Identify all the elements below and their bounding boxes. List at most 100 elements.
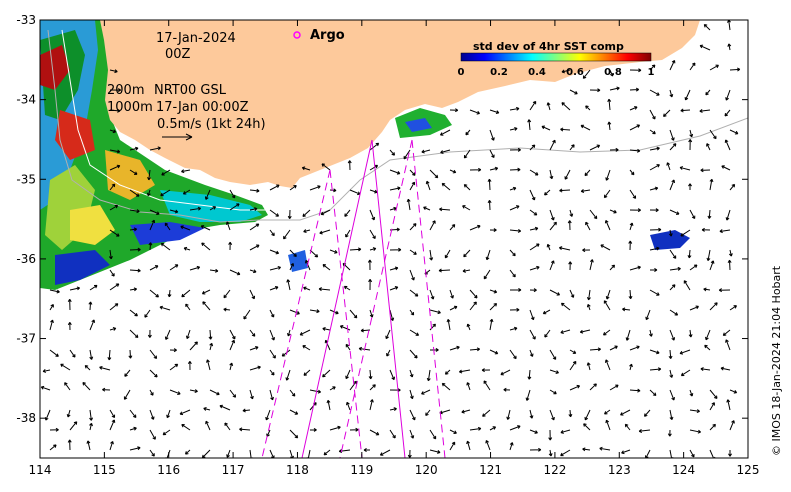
current-vector-arrow (485, 440, 491, 451)
scale-arrow (162, 133, 193, 141)
current-vector-arrow (161, 169, 171, 176)
current-vector-arrow (49, 444, 57, 451)
current-vector-arrow (529, 409, 534, 419)
current-vector-arrow (669, 409, 674, 421)
current-vector-arrow (725, 209, 731, 221)
current-vector-arrow (509, 147, 521, 152)
current-vector-arrow (583, 423, 591, 431)
current-vector-arrow (289, 409, 299, 415)
current-vector-arrow (466, 382, 471, 391)
current-vector-arrow (605, 169, 611, 181)
current-vector-arrow (689, 62, 696, 71)
current-vector-arrow (689, 305, 699, 311)
current-vector-arrow (709, 178, 714, 191)
current-vector-arrow (546, 243, 551, 251)
current-vector-arrow (389, 266, 399, 271)
current-vector-arrow (223, 307, 231, 312)
current-vector-arrow (89, 319, 96, 331)
current-vector-arrow (146, 189, 151, 197)
current-vector-arrow (129, 209, 140, 214)
current-vector-arrow (629, 222, 634, 231)
current-vector-arrow (621, 449, 631, 455)
current-vector-arrow (529, 100, 537, 111)
current-vector-arrow (421, 149, 431, 154)
current-vector-arrow (429, 323, 436, 331)
current-vector-arrow (509, 106, 520, 111)
current-vector-arrow (729, 305, 737, 311)
current-vector-arrow (180, 225, 191, 231)
current-vector-arrow (669, 284, 676, 291)
current-vector-arrow (129, 247, 141, 252)
current-vector-arrow (326, 399, 331, 411)
current-vector-arrow (549, 260, 555, 271)
current-vector-arrow (249, 365, 261, 371)
current-vector-arrow (409, 289, 419, 297)
current-vector-arrow (679, 166, 691, 171)
current-vector-arrow (688, 329, 693, 338)
current-vector-arrow (283, 229, 291, 240)
current-vector-arrow (603, 300, 611, 311)
current-vector-arrow (529, 309, 535, 321)
current-vector-arrow (689, 409, 700, 414)
current-vector-arrow (147, 169, 152, 181)
current-vector-arrow (527, 119, 532, 131)
current-vector-arrow (438, 268, 451, 273)
current-vector-arrow (669, 309, 679, 316)
current-vector-arrow (729, 389, 738, 394)
current-vector-arrow (489, 166, 499, 171)
current-vector-arrow (129, 409, 137, 419)
current-vector-arrow (289, 263, 294, 271)
x-tick-label: 120 (415, 463, 438, 477)
current-vector-arrow (319, 229, 331, 235)
current-vector-arrow (729, 183, 736, 191)
current-vector-arrow (281, 349, 291, 357)
current-vector-arrow (709, 129, 717, 140)
current-vector-arrow (344, 209, 351, 217)
y-tick-label: -38 (16, 411, 36, 425)
current-vector-arrow (339, 325, 351, 331)
current-vector-arrow (609, 264, 616, 271)
current-vector-arrow (449, 224, 456, 231)
current-vector-arrow (289, 185, 297, 191)
current-vector-arrow (709, 449, 716, 458)
current-vector-arrow (709, 302, 718, 311)
current-vector-arrow (369, 247, 377, 251)
current-vector-arrow (166, 409, 171, 419)
current-vector-arrow (409, 309, 415, 316)
current-vector-arrow (89, 349, 94, 360)
current-vector-arrow (683, 280, 691, 291)
current-vector-arrow (204, 189, 211, 200)
current-vector-arrow (579, 329, 591, 334)
colorbar-ticks: 0 0.2 0.4 0.6 0.8 1 (458, 67, 655, 78)
current-vector-arrow (189, 389, 198, 393)
current-vector-arrow (569, 209, 574, 217)
current-vector-arrow (389, 186, 401, 191)
current-vector-arrow (107, 349, 112, 361)
current-vector-arrow (129, 426, 137, 431)
current-vector-arrow (544, 189, 551, 196)
current-vector-arrow (469, 426, 482, 431)
current-vector-arrow (185, 329, 191, 339)
current-vector-arrow (421, 389, 431, 395)
current-vector-arrow (49, 289, 60, 294)
current-vector-arrow (649, 389, 657, 397)
current-vector-arrow (649, 267, 658, 272)
annotation-scale-vector: 0.5m/s (1kt 24h) (157, 117, 266, 132)
current-vector-arrow (444, 369, 451, 375)
current-vector-arrow (225, 221, 231, 231)
current-vector-arrow (320, 209, 331, 216)
current-vector-arrow (689, 389, 694, 397)
current-vector-arrow (529, 209, 538, 216)
current-vector-arrow (60, 363, 71, 371)
current-vector-arrow (689, 264, 698, 271)
current-vector-arrow (609, 86, 620, 91)
current-vector-arrow (722, 329, 731, 336)
current-vector-arrow (449, 429, 457, 435)
current-vector-arrow (483, 269, 491, 280)
current-vector-arrow (649, 109, 656, 120)
current-vector-arrow (560, 449, 571, 457)
current-vector-arrow (386, 349, 391, 357)
current-vector-arrow (725, 339, 731, 351)
current-vector-arrow (489, 318, 494, 331)
current-vector-arrow (582, 447, 591, 452)
